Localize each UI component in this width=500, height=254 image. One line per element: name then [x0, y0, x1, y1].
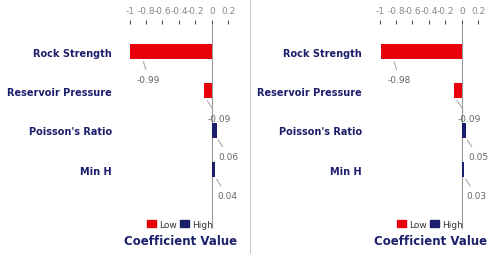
Text: -0.09: -0.09	[457, 101, 481, 124]
Text: -0.98: -0.98	[388, 62, 411, 85]
X-axis label: Coefficient Value: Coefficient Value	[124, 234, 236, 247]
Legend: Low, High: Low, High	[394, 216, 466, 232]
Bar	[462, 162, 464, 177]
Text: 0.04: 0.04	[216, 180, 237, 200]
Bar	[212, 123, 216, 138]
X-axis label: Coefficient Value: Coefficient Value	[374, 234, 486, 247]
Bar	[212, 162, 215, 177]
Text: 0.06: 0.06	[218, 140, 239, 161]
Text: 0.05: 0.05	[468, 140, 488, 161]
Text: -0.99: -0.99	[137, 62, 160, 85]
Bar	[130, 45, 212, 60]
Text: 0.03: 0.03	[466, 180, 486, 200]
Bar	[462, 123, 466, 138]
Bar	[454, 84, 462, 99]
Legend: Low, High: Low, High	[144, 216, 216, 232]
Bar	[381, 45, 462, 60]
Bar	[204, 84, 212, 99]
Text: -0.09: -0.09	[207, 101, 231, 124]
